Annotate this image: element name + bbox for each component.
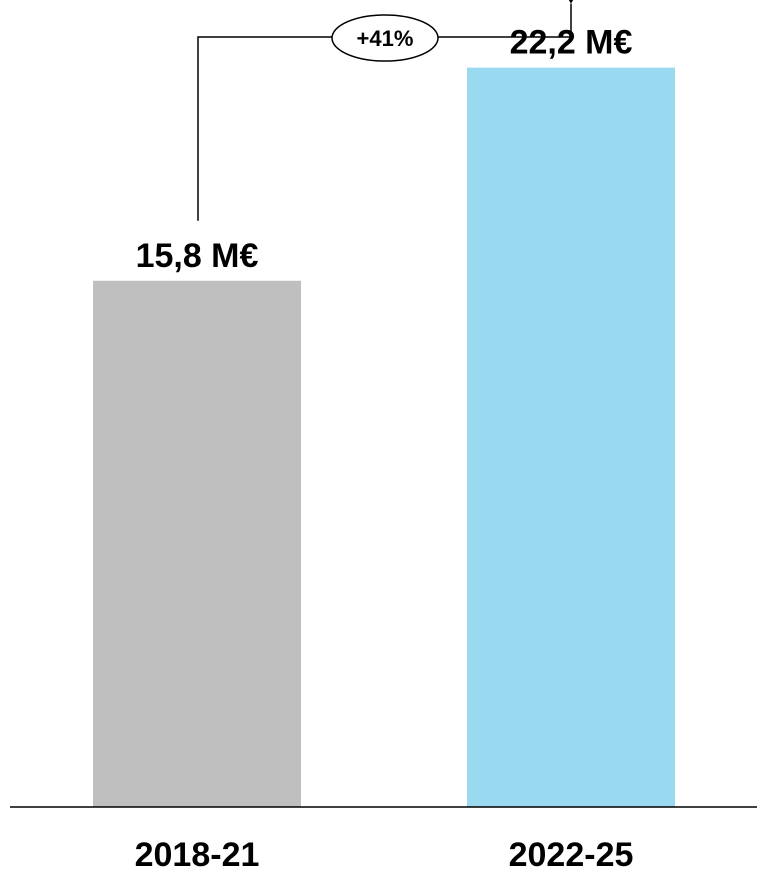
bar-2018-21 [93,280,301,808]
bar-2022-25 [467,67,675,807]
arrowhead-icon [568,0,574,4]
growth-annotation: +41% [197,0,574,221]
growth-percent-label: +41% [357,26,414,51]
value-label: 15,8 M€ [136,237,259,275]
bars-layer [93,67,675,808]
category-label: 2022-25 [509,836,634,874]
category-label: 2018-21 [135,836,260,874]
growth-badge [331,14,439,62]
